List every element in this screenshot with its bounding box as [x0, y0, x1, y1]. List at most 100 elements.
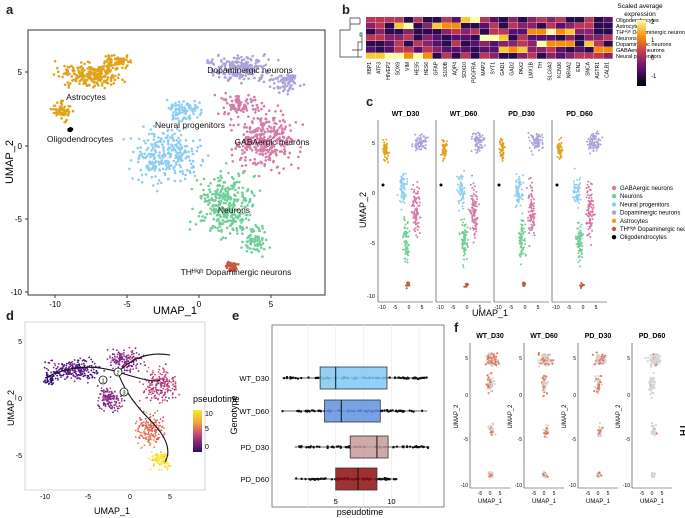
- heatmap-cell: [584, 29, 594, 35]
- feature-plot-ytick: 5: [519, 356, 522, 362]
- heatmap-cell: [451, 23, 461, 29]
- legend-label: Neurons: [620, 194, 643, 200]
- feature-plot-ytick: 5: [627, 356, 630, 362]
- split-umap-WT_D30: WT_D30 -10 -5 0 5: [377, 111, 433, 311]
- heatmap-gene-label: TH: [538, 62, 544, 69]
- feature-plot-ytick: -5: [518, 437, 523, 443]
- panel-a-xtick: -5: [123, 300, 131, 309]
- panel-c-xlabel: UMAP_1: [472, 308, 508, 318]
- feature-plot-ytick: 0: [519, 393, 522, 399]
- heatmap-cell: [451, 35, 461, 41]
- heatmap-cell: [556, 53, 566, 59]
- heatmap-cell: [375, 53, 385, 59]
- heatmap-cell: [480, 41, 490, 47]
- feature-plot-ytick: -5: [572, 437, 577, 443]
- box-category-label: WT_D30: [239, 374, 269, 383]
- heatmap-cell: [394, 23, 404, 29]
- pseudotime-cells: [148, 451, 171, 471]
- heatmap-cell: [499, 17, 509, 23]
- feature-plot-xlabel: UMAP_1: [586, 499, 611, 505]
- feature-plot-title: PD_D60: [639, 333, 666, 340]
- legend-label: Astrocytes: [620, 219, 648, 225]
- heatmap-cell: [470, 23, 480, 29]
- umap-a-cluster-3: [205, 52, 280, 85]
- heatmap-cell: [461, 53, 471, 59]
- heatmap-cell: [518, 17, 528, 23]
- split-umap-cluster: [405, 281, 411, 290]
- heatmap-gene-label: PAX2: [519, 62, 525, 75]
- umap-a-cluster-9: [188, 162, 262, 241]
- split-umap-cluster: [556, 136, 564, 160]
- box-WT_D30: WT_D30: [239, 366, 428, 390]
- split-umap-xtick: -10: [378, 305, 385, 311]
- heatmap-cell: [442, 17, 452, 23]
- split-umap-cluster: [411, 133, 429, 152]
- heatmap-cell: [489, 47, 499, 53]
- boxplot-xtick: 10: [387, 497, 395, 506]
- split-umap-xtick: -5: [451, 305, 456, 311]
- heatmap-gene-label: HIVEP2: [386, 62, 392, 80]
- heatmap-cell: [375, 23, 385, 29]
- heatmap-cell: [508, 35, 518, 41]
- split-umap-cluster: [498, 137, 506, 162]
- label-th-high: THᴴⁱᵍʰ Dopaminergic neurons: [181, 267, 292, 277]
- heatmap-cell: [385, 35, 395, 41]
- pseudotime-cells: [96, 385, 126, 414]
- split-umap-cluster: [463, 282, 470, 288]
- heatmap-cell: [499, 23, 509, 29]
- panel-a-ytick: -10: [10, 288, 22, 297]
- heatmap-cell: [594, 41, 604, 47]
- heatmap-cell: [518, 35, 528, 41]
- heatmap-cell: [470, 41, 480, 47]
- heatmap-cell: [575, 17, 585, 23]
- panel-a-ytick: -5: [15, 215, 23, 224]
- trajectory-path: [44, 353, 171, 463]
- heatmap-cell: [556, 23, 566, 29]
- heatmap-cell: [413, 41, 423, 47]
- split-umap-xtick: 0: [408, 305, 411, 311]
- heatmap-cell: [584, 41, 594, 47]
- feature-plot-PD_D60: PD_D60 -5 0 5 UMAP_1 UMAP_2 5 0 -5 -10: [616, 333, 672, 505]
- heatmap-cell: [499, 29, 509, 35]
- umap-a-cluster-5: [122, 117, 210, 193]
- split-umap-cluster: [401, 216, 411, 264]
- panel-d-ytick: -5: [16, 453, 22, 460]
- panel-a-xlabel: UMAP_1: [153, 305, 197, 317]
- feature-plot-cells: [591, 351, 607, 367]
- heatmap-cell: [385, 53, 395, 59]
- heatmap-cell: [565, 23, 575, 29]
- pseudotime-legend-tick: 10: [205, 411, 213, 418]
- umap-a-cluster-11: [224, 260, 240, 273]
- heatmap-cell: [537, 17, 547, 23]
- label-oligodendrocytes: Oligodendrocytes: [47, 134, 113, 144]
- label-neurons: Neurons: [218, 205, 250, 215]
- heatmap-cell: [518, 47, 528, 53]
- split-umap-cluster: [579, 282, 585, 290]
- heatmap-cell: [508, 17, 518, 23]
- heatmap-legend-tick: 1: [651, 38, 655, 44]
- legend-swatch: [611, 194, 617, 199]
- heatmap-cell: [461, 29, 471, 35]
- panel-label-e: e: [232, 308, 240, 323]
- pseudotime-cells: [134, 407, 166, 450]
- split-umap-xtick: 0: [466, 305, 469, 311]
- heatmap-cell: [442, 47, 452, 53]
- heatmap-cell: [394, 29, 404, 35]
- label-astrocytes: Astrocytes: [66, 92, 106, 102]
- heatmap-gene-label: SOX9: [396, 62, 402, 76]
- feature-plot-ytick: 5: [573, 356, 576, 362]
- legend-swatch: [611, 218, 617, 223]
- feature-plot-title: PD_D30: [585, 333, 612, 340]
- feature-plot-xtick: 5: [661, 491, 664, 497]
- heatmap-cell: [432, 53, 442, 59]
- heatmap-cell: [480, 29, 490, 35]
- heatmap-cell: [451, 47, 461, 53]
- panel-d-xtick: -5: [85, 494, 91, 501]
- feature-plot-ytick: -10: [461, 483, 468, 489]
- split-umap-ytick: -10: [367, 294, 375, 300]
- heatmap-cell: [451, 53, 461, 59]
- trajectory-node: [113, 367, 123, 377]
- heatmap-gene-label: PDGFRA: [472, 61, 478, 83]
- heatmap-cell: [527, 23, 537, 29]
